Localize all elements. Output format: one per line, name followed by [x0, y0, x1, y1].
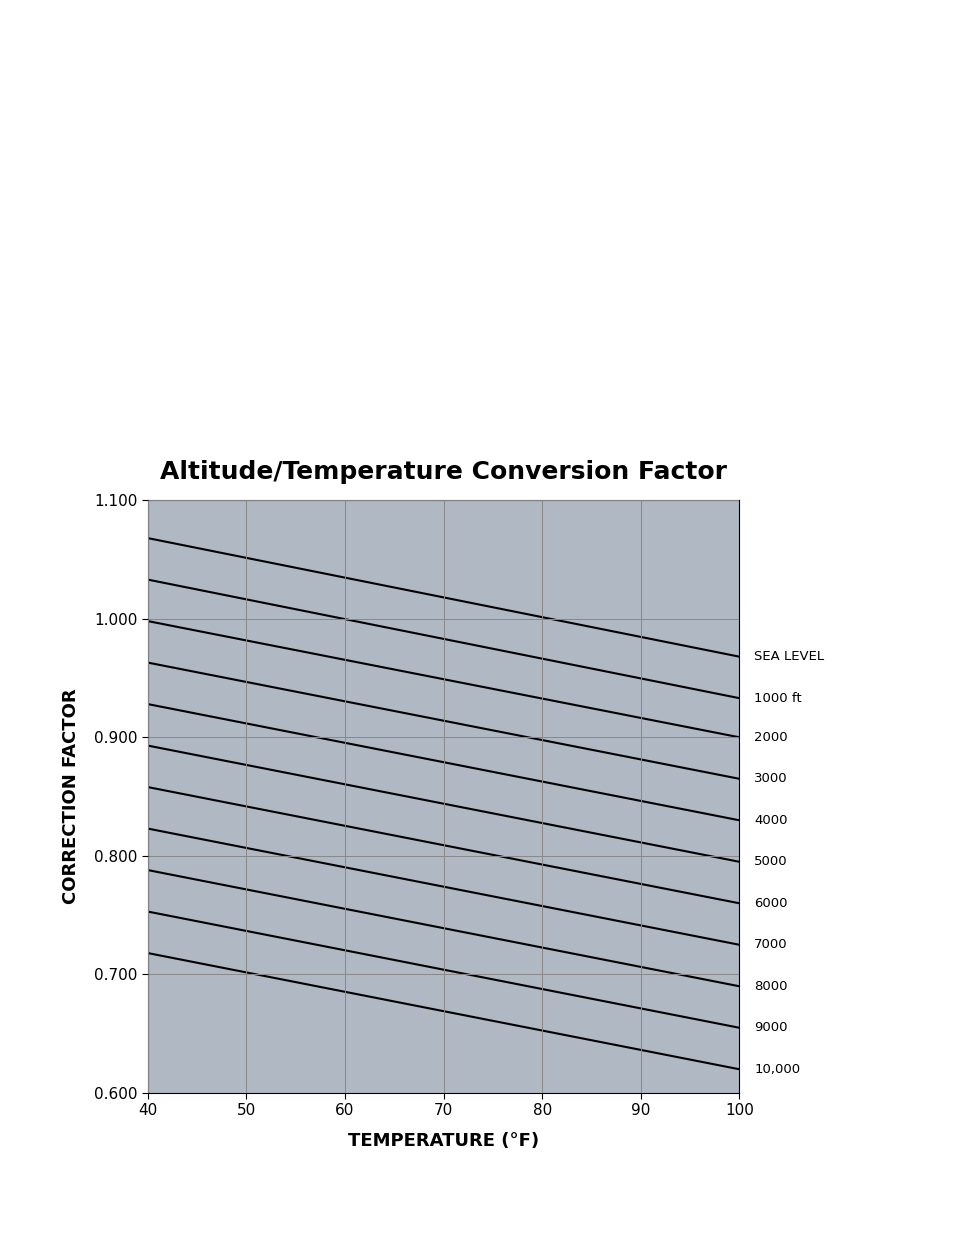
Text: 9000: 9000: [753, 1021, 787, 1034]
Text: 3000: 3000: [753, 772, 787, 785]
Y-axis label: CORRECTION FACTOR: CORRECTION FACTOR: [62, 689, 80, 904]
Text: 10,000: 10,000: [753, 1063, 800, 1076]
Text: 8000: 8000: [753, 979, 787, 993]
Title: Altitude/Temperature Conversion Factor: Altitude/Temperature Conversion Factor: [160, 461, 726, 484]
Text: 4000: 4000: [753, 814, 787, 826]
Text: SEA LEVEL: SEA LEVEL: [753, 650, 823, 663]
Text: 7000: 7000: [753, 939, 787, 951]
Text: 6000: 6000: [753, 897, 787, 910]
X-axis label: TEMPERATURE (°F): TEMPERATURE (°F): [348, 1132, 538, 1150]
Text: 2000: 2000: [753, 731, 787, 743]
Text: 5000: 5000: [753, 856, 787, 868]
Text: 1000 ft: 1000 ft: [753, 692, 801, 705]
